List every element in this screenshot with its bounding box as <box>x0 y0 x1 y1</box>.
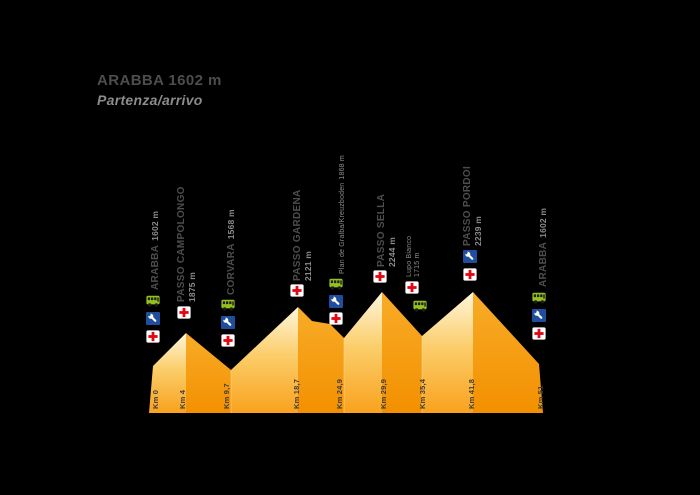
mountain-right-face-1 <box>186 333 231 413</box>
waypoint-label-passo-sella: PASSO SELLA 2244 m <box>376 194 397 267</box>
waypoint-elevation: 1602 m <box>538 207 548 238</box>
km-marker-plan-de-gralba: Km 24,9 <box>335 378 344 409</box>
first-aid-icon <box>329 312 343 325</box>
waypoint-elevation: 1568 m <box>226 209 236 240</box>
wrench-icon <box>329 295 343 308</box>
wrench-icon <box>146 312 160 325</box>
waypoint-name: PASSO SELLA <box>376 193 387 267</box>
waypoint-label-arabba-start: ARABBA 1602 m <box>148 211 161 290</box>
waypoint-elevation: 1715 m <box>414 252 421 277</box>
waypoint-name: Lupo Bianco <box>406 235 413 277</box>
bus-icon <box>146 294 160 307</box>
km-marker-passo-campolongo: Km 4 <box>178 389 187 409</box>
waypoint-name: ARABBA <box>150 244 161 290</box>
first-aid-icon <box>146 330 160 343</box>
waypoint-label-passo-gardena: PASSO GARDENA 2121 m <box>292 189 313 281</box>
first-aid-icon <box>463 268 477 281</box>
km-marker-arabba-start: Km 0 <box>151 389 160 409</box>
bus-icon <box>221 298 235 311</box>
waypoint-name: ARABBA <box>538 241 549 287</box>
mountain-right-face-4 <box>473 292 543 413</box>
waypoint-label-passo-pordoi: PASSO PORDOI 2239 m <box>462 166 483 246</box>
wrench-icon <box>463 250 477 263</box>
waypoint-elevation: 1875 m <box>187 271 197 302</box>
waypoint-name: Plan de Gralba/Kreuzboden <box>339 182 346 274</box>
km-marker-arabba-end: Km 51 <box>536 385 545 409</box>
page-title: ARABBA 1602 m <box>97 72 222 89</box>
title-start-elevation: 1602 m <box>168 72 222 89</box>
title-block: ARABBA 1602 m Partenza/arrivo <box>97 72 222 108</box>
waypoint-elevation: 2121 m <box>303 250 313 281</box>
waypoint-label-plan-de-gralba: Plan de Gralba/Kreuzboden 1868 m <box>334 155 348 274</box>
waypoint-label-corvara: CORVARA 1568 m <box>224 209 237 295</box>
km-marker-passo-sella: Km 29,9 <box>379 378 388 409</box>
waypoint-elevation: 1602 m <box>150 210 160 241</box>
waypoint-name: PASSO CAMPOLONGO <box>176 186 187 302</box>
first-aid-icon <box>405 281 419 294</box>
mountain-left-face-1 <box>149 333 186 413</box>
title-start-name: ARABBA <box>97 72 164 89</box>
first-aid-icon <box>221 334 235 347</box>
bus-icon <box>532 291 546 304</box>
mountain-right-face-3 <box>382 292 422 413</box>
wrench-icon <box>532 309 546 322</box>
first-aid-icon <box>177 306 191 319</box>
waypoint-label-arabba-end: ARABBA 1602 m <box>536 208 549 287</box>
bus-icon <box>413 299 427 312</box>
page-subtitle: Partenza/arrivo <box>97 92 203 108</box>
first-aid-icon <box>373 270 387 283</box>
first-aid-icon <box>290 284 304 297</box>
first-aid-icon <box>532 327 546 340</box>
km-marker-lupo-bianco: Km 35,4 <box>418 378 427 409</box>
wrench-icon <box>221 316 235 329</box>
mountain-right-face-2 <box>298 307 344 413</box>
waypoint-label-lupo-bianco: Lupo Bianco 1715 m <box>406 236 422 277</box>
waypoint-name: CORVARA <box>226 243 237 295</box>
waypoint-label-passo-campolongo: PASSO CAMPOLONGO 1875 m <box>176 186 197 302</box>
waypoint-elevation: 1868 m <box>339 155 346 180</box>
bus-icon <box>329 277 343 290</box>
mountain-left-face-4 <box>422 292 473 413</box>
km-marker-passo-gardena: Km 18,7 <box>292 378 301 409</box>
waypoint-name: PASSO PORDOI <box>462 165 473 246</box>
waypoint-elevation: 2239 m <box>473 215 483 246</box>
waypoint-name: PASSO GARDENA <box>292 189 303 281</box>
waypoint-elevation: 2244 m <box>387 236 397 267</box>
mountain-left-face-3 <box>344 292 382 413</box>
km-marker-passo-pordoi: Km 41,8 <box>467 378 476 409</box>
km-marker-corvara: Km 9,7 <box>222 383 231 409</box>
mountain-left-face-2 <box>231 307 298 413</box>
